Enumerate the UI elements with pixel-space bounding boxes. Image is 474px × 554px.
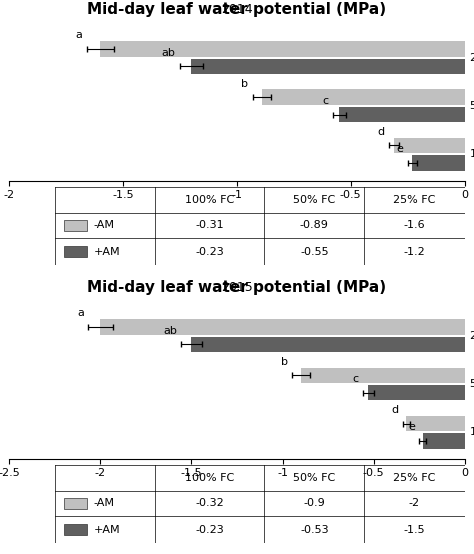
Text: e: e	[396, 144, 403, 154]
Bar	[406, 416, 465, 431]
Text: 25% FC: 25% FC	[393, 194, 436, 204]
Text: 100% FC: 100% FC	[470, 149, 474, 159]
Text: -0.23: -0.23	[195, 247, 224, 257]
Bar	[262, 90, 465, 105]
Text: -1.6: -1.6	[404, 220, 425, 230]
Text: 25% FC: 25% FC	[470, 53, 474, 63]
Text: -0.89: -0.89	[300, 220, 329, 230]
Bar	[339, 107, 465, 122]
Bar	[100, 319, 465, 335]
Text: e: e	[409, 422, 415, 432]
Bar	[191, 59, 465, 74]
FancyBboxPatch shape	[64, 246, 87, 257]
Bar	[100, 41, 465, 57]
Text: ab: ab	[162, 48, 175, 58]
Text: -AM: -AM	[94, 220, 115, 230]
Text: 50% FC: 50% FC	[470, 101, 474, 111]
Text: -0.23: -0.23	[195, 525, 224, 535]
Text: -1.5: -1.5	[404, 525, 425, 535]
Text: ab: ab	[163, 326, 177, 336]
Text: -0.53: -0.53	[300, 525, 328, 535]
Text: 2014: 2014	[221, 3, 253, 16]
Text: 50% FC: 50% FC	[293, 194, 336, 204]
Text: -1.2: -1.2	[403, 247, 425, 257]
Text: 100% FC: 100% FC	[185, 473, 234, 483]
Bar	[394, 138, 465, 153]
Text: -0.32: -0.32	[195, 499, 224, 509]
Bar	[412, 155, 465, 171]
Text: 25% FC: 25% FC	[393, 473, 436, 483]
Text: c: c	[353, 374, 359, 384]
Text: 25% FC: 25% FC	[470, 331, 474, 341]
Text: -0.9: -0.9	[303, 499, 325, 509]
Text: -0.31: -0.31	[195, 220, 224, 230]
Text: 100% FC: 100% FC	[470, 427, 474, 437]
Text: 50% FC: 50% FC	[470, 379, 474, 389]
Text: d: d	[392, 405, 399, 415]
FancyBboxPatch shape	[64, 524, 87, 535]
Title: Mid-day leaf water potential (MPa): Mid-day leaf water potential (MPa)	[87, 2, 387, 17]
Text: +AM: +AM	[94, 247, 120, 257]
Text: b: b	[281, 357, 288, 367]
Text: 100% FC: 100% FC	[185, 194, 234, 204]
Text: a: a	[77, 309, 84, 319]
Text: c: c	[322, 96, 328, 106]
FancyBboxPatch shape	[64, 220, 87, 231]
Text: -2: -2	[409, 499, 420, 509]
FancyBboxPatch shape	[64, 498, 87, 509]
Bar	[368, 385, 465, 401]
Text: a: a	[75, 30, 82, 40]
Text: d: d	[378, 127, 385, 137]
Bar	[423, 433, 465, 449]
Title: Mid-day leaf water potential (MPa): Mid-day leaf water potential (MPa)	[87, 280, 387, 295]
Bar	[301, 367, 465, 383]
Text: b: b	[241, 79, 248, 89]
Text: 50% FC: 50% FC	[293, 473, 336, 483]
Text: -AM: -AM	[94, 499, 115, 509]
Bar	[191, 337, 465, 352]
Text: 2015: 2015	[221, 281, 253, 294]
Text: -0.55: -0.55	[300, 247, 328, 257]
Text: +AM: +AM	[94, 525, 120, 535]
